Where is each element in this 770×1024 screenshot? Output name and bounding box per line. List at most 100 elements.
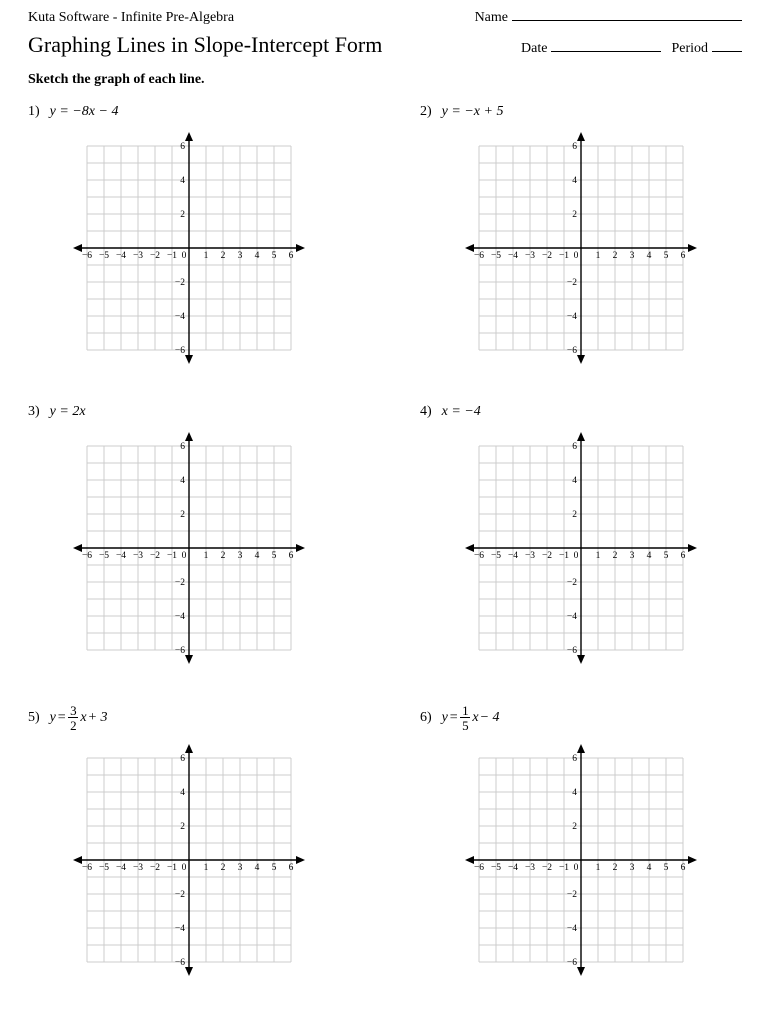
svg-text:2: 2 [613, 551, 618, 561]
svg-text:4: 4 [647, 551, 652, 561]
svg-text:−6: −6 [175, 958, 185, 968]
svg-text:6: 6 [289, 551, 294, 561]
svg-text:4: 4 [255, 863, 260, 873]
svg-text:−1: −1 [559, 551, 569, 561]
svg-text:6: 6 [681, 551, 686, 561]
coordinate-grid: −6−5−4−3−2−11234560−6−4−2246 [67, 126, 311, 370]
svg-text:0: 0 [574, 863, 579, 873]
svg-text:−1: −1 [559, 251, 569, 261]
svg-text:2: 2 [613, 251, 618, 261]
problem-4-grid: −6−5−4−3−2−11234560−6−4−2246 [420, 426, 742, 670]
svg-text:2: 2 [572, 210, 577, 220]
coordinate-grid: −6−5−4−3−2−11234560−6−4−2246 [67, 738, 311, 982]
svg-text:3: 3 [630, 551, 635, 561]
svg-text:6: 6 [681, 251, 686, 261]
svg-text:−6: −6 [474, 551, 484, 561]
svg-text:−2: −2 [542, 863, 552, 873]
problem-5-equation: 5) y = 32 x + 3 [28, 704, 350, 732]
svg-text:4: 4 [255, 551, 260, 561]
coordinate-grid: −6−5−4−3−2−11234560−6−4−2246 [459, 426, 703, 670]
problem-1-number: 1) [28, 104, 40, 120]
svg-text:2: 2 [572, 510, 577, 520]
problem-1-equation: 1) y = −8x − 4 [28, 104, 350, 120]
svg-text:−5: −5 [99, 551, 109, 561]
svg-text:5: 5 [272, 251, 277, 261]
svg-text:1: 1 [596, 251, 601, 261]
svg-text:6: 6 [572, 142, 577, 152]
svg-text:−6: −6 [175, 646, 185, 656]
svg-text:6: 6 [180, 142, 185, 152]
svg-text:−1: −1 [559, 863, 569, 873]
svg-text:2: 2 [221, 551, 226, 561]
svg-text:−5: −5 [491, 863, 501, 873]
svg-text:6: 6 [289, 863, 294, 873]
svg-text:−3: −3 [133, 251, 143, 261]
problem-3-grid: −6−5−4−3−2−11234560−6−4−2246 [28, 426, 350, 670]
coordinate-grid: −6−5−4−3−2−11234560−6−4−2246 [67, 426, 311, 670]
svg-text:3: 3 [238, 251, 243, 261]
problem-6-equation: 6) y = 15 x − 4 [420, 704, 742, 732]
svg-text:−4: −4 [175, 924, 185, 934]
svg-text:−6: −6 [82, 863, 92, 873]
svg-text:4: 4 [572, 788, 577, 798]
svg-text:−4: −4 [116, 551, 126, 561]
svg-text:3: 3 [630, 251, 635, 261]
period-label: Period [671, 41, 708, 57]
svg-text:−4: −4 [508, 251, 518, 261]
svg-text:−6: −6 [567, 646, 577, 656]
svg-text:−6: −6 [567, 958, 577, 968]
problem-6-grid: −6−5−4−3−2−11234560−6−4−2246 [420, 738, 742, 982]
name-blank-line [512, 20, 742, 21]
svg-text:1: 1 [596, 863, 601, 873]
coordinate-grid: −6−5−4−3−2−11234560−6−4−2246 [459, 126, 703, 370]
svg-text:2: 2 [572, 822, 577, 832]
svg-text:−5: −5 [99, 251, 109, 261]
svg-text:1: 1 [596, 551, 601, 561]
problem-4-number: 4) [420, 404, 432, 420]
svg-text:6: 6 [180, 442, 185, 452]
problem-2-equation: 2) y = −x + 5 [420, 104, 742, 120]
svg-text:−4: −4 [175, 612, 185, 622]
svg-text:2: 2 [221, 251, 226, 261]
problem-6: 6) y = 15 x − 4 −6−5−4−3−2−11234560−6−4−… [420, 704, 742, 982]
name-label: Name [475, 10, 508, 26]
date-blank-line [551, 51, 661, 52]
svg-text:−1: −1 [167, 551, 177, 561]
problem-5-grid: −6−5−4−3−2−11234560−6−4−2246 [28, 738, 350, 982]
svg-text:−2: −2 [567, 578, 577, 588]
svg-text:6: 6 [180, 754, 185, 764]
svg-text:1: 1 [204, 551, 209, 561]
coordinate-grid: −6−5−4−3−2−11234560−6−4−2246 [459, 738, 703, 982]
svg-text:5: 5 [272, 551, 277, 561]
problem-5: 5) y = 32 x + 3 −6−5−4−3−2−11234560−6−4−… [28, 704, 350, 982]
svg-text:0: 0 [574, 251, 579, 261]
svg-text:−4: −4 [508, 551, 518, 561]
svg-text:0: 0 [182, 551, 187, 561]
svg-text:4: 4 [647, 251, 652, 261]
svg-text:4: 4 [255, 251, 260, 261]
svg-text:1: 1 [204, 251, 209, 261]
svg-text:−4: −4 [567, 312, 577, 322]
svg-text:6: 6 [681, 863, 686, 873]
svg-text:−4: −4 [508, 863, 518, 873]
svg-text:3: 3 [630, 863, 635, 873]
svg-text:−4: −4 [567, 924, 577, 934]
problem-5-number: 5) [28, 710, 40, 726]
svg-text:4: 4 [572, 476, 577, 486]
svg-text:−4: −4 [567, 612, 577, 622]
svg-text:−2: −2 [175, 578, 185, 588]
svg-text:4: 4 [180, 476, 185, 486]
problem-3: 3) y = 2x −6−5−4−3−2−11234560−6−4−2246 [28, 404, 350, 670]
svg-text:−2: −2 [150, 863, 160, 873]
period-blank-line [712, 51, 742, 52]
svg-text:−3: −3 [525, 251, 535, 261]
svg-text:2: 2 [180, 510, 185, 520]
svg-text:−4: −4 [116, 251, 126, 261]
software-label: Kuta Software - Infinite Pre-Algebra [28, 10, 234, 26]
svg-text:−6: −6 [567, 346, 577, 356]
problem-2-number: 2) [420, 104, 432, 120]
problem-2: 2) y = −x + 5 −6−5−4−3−2−11234560−6−4−22… [420, 104, 742, 370]
svg-text:6: 6 [572, 754, 577, 764]
svg-text:0: 0 [182, 863, 187, 873]
svg-text:−4: −4 [175, 312, 185, 322]
